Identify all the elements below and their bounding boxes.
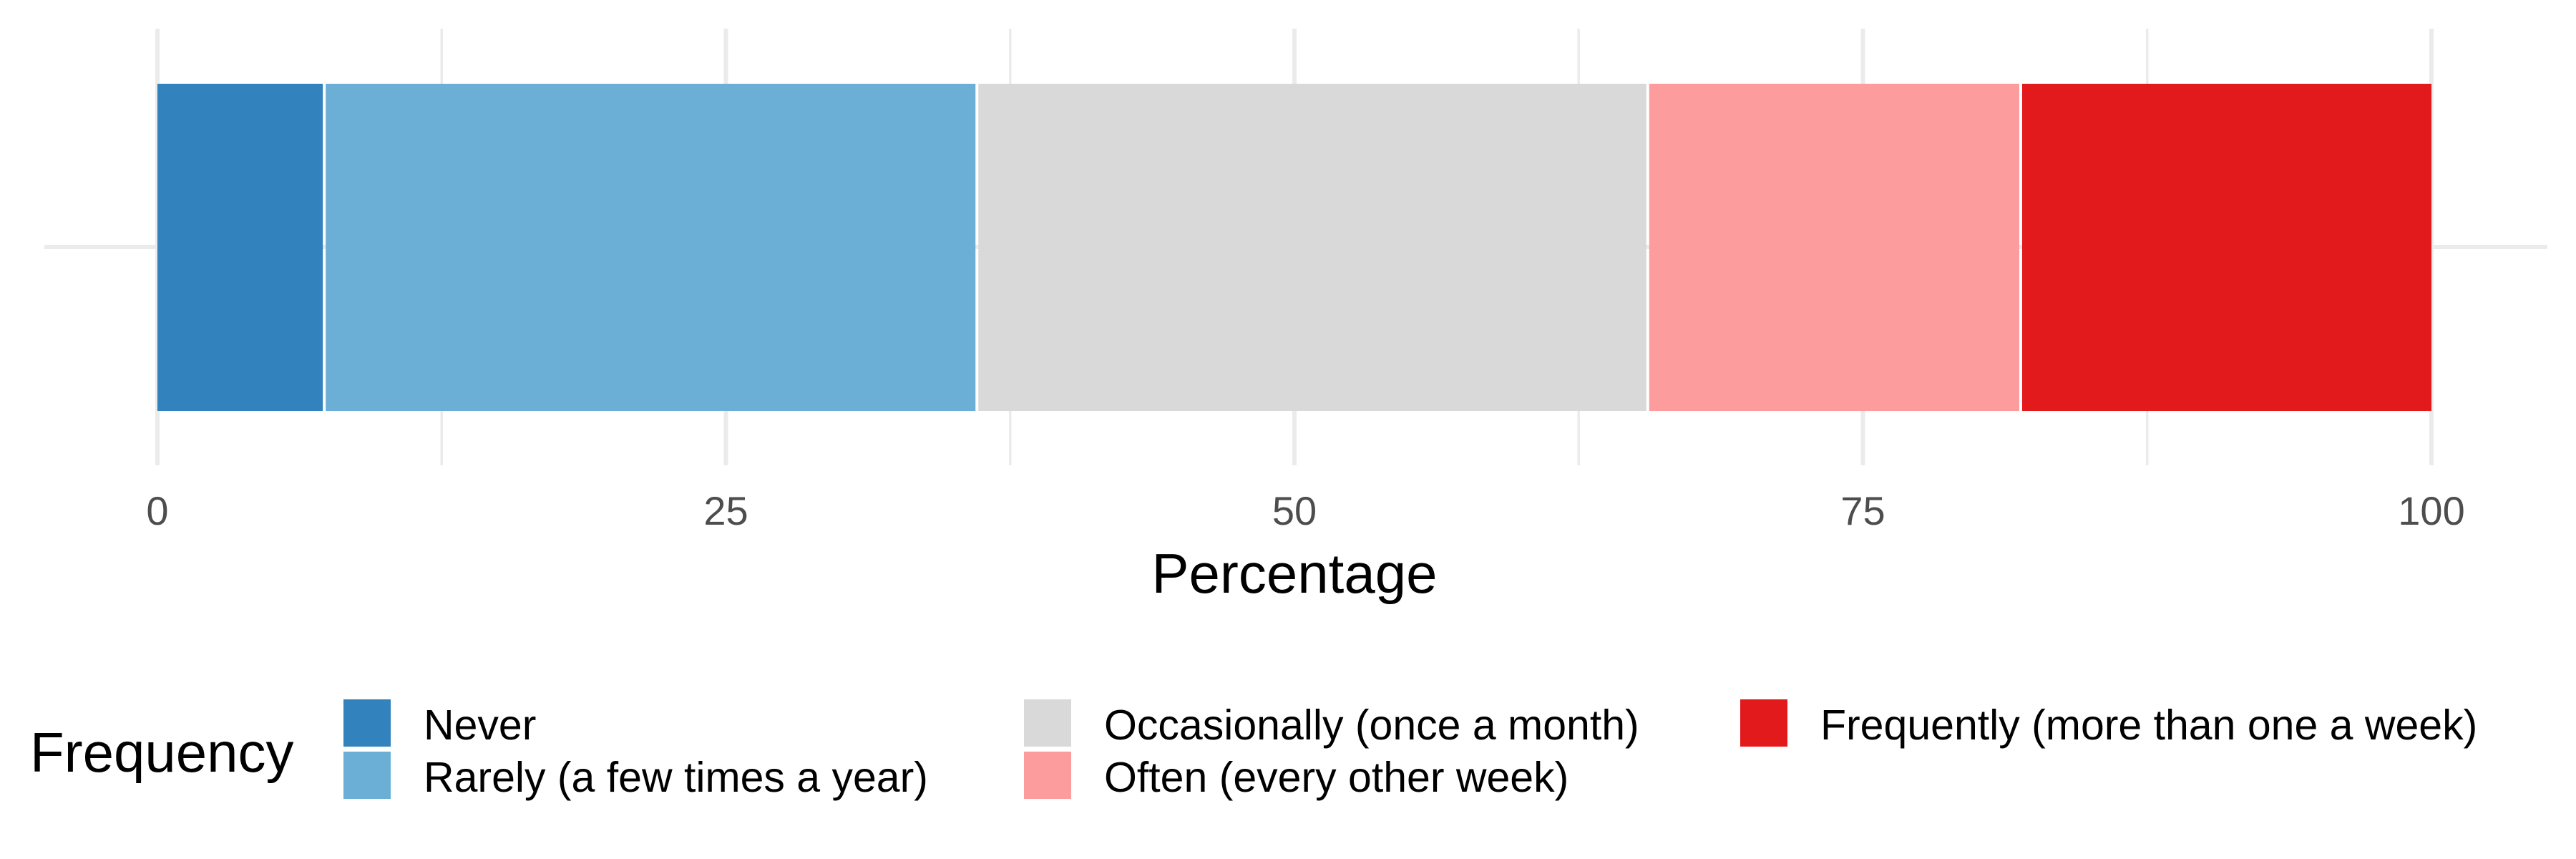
legend-label: Frequently (more than one a week) [1820,702,2477,749]
legend-title: Frequency [30,721,294,784]
legend-label: Often (every other week) [1104,754,1568,801]
x-tick-label: 100 [2398,488,2464,533]
legend: Frequency Never Rarely (a few times a yea… [30,699,2477,801]
bar-segment [157,84,323,411]
bar-segment [978,84,1646,411]
bar-segments [157,84,2431,411]
x-tick-label: 25 [703,488,748,533]
bar-segment [2021,84,2431,411]
legend-key [343,752,391,799]
legend-label: Rarely (a few times a year) [424,754,928,801]
x-tick-label: 0 [146,488,168,533]
x-axis-title: Percentage [1152,542,1438,605]
legend-key [1024,752,1071,799]
legend-key [1740,699,1787,747]
x-tick-label: 50 [1272,488,1317,533]
legend-label: Occasionally (once a month) [1104,702,1639,749]
legend-key [343,699,391,747]
legend-label: Never [424,702,536,749]
legend-key [1024,699,1071,747]
x-tick-label: 75 [1840,488,1885,533]
bar-segment [326,84,976,411]
bar-segment [1649,84,2019,411]
x-axis-ticks: 0 25 50 75 100 [146,488,2464,533]
